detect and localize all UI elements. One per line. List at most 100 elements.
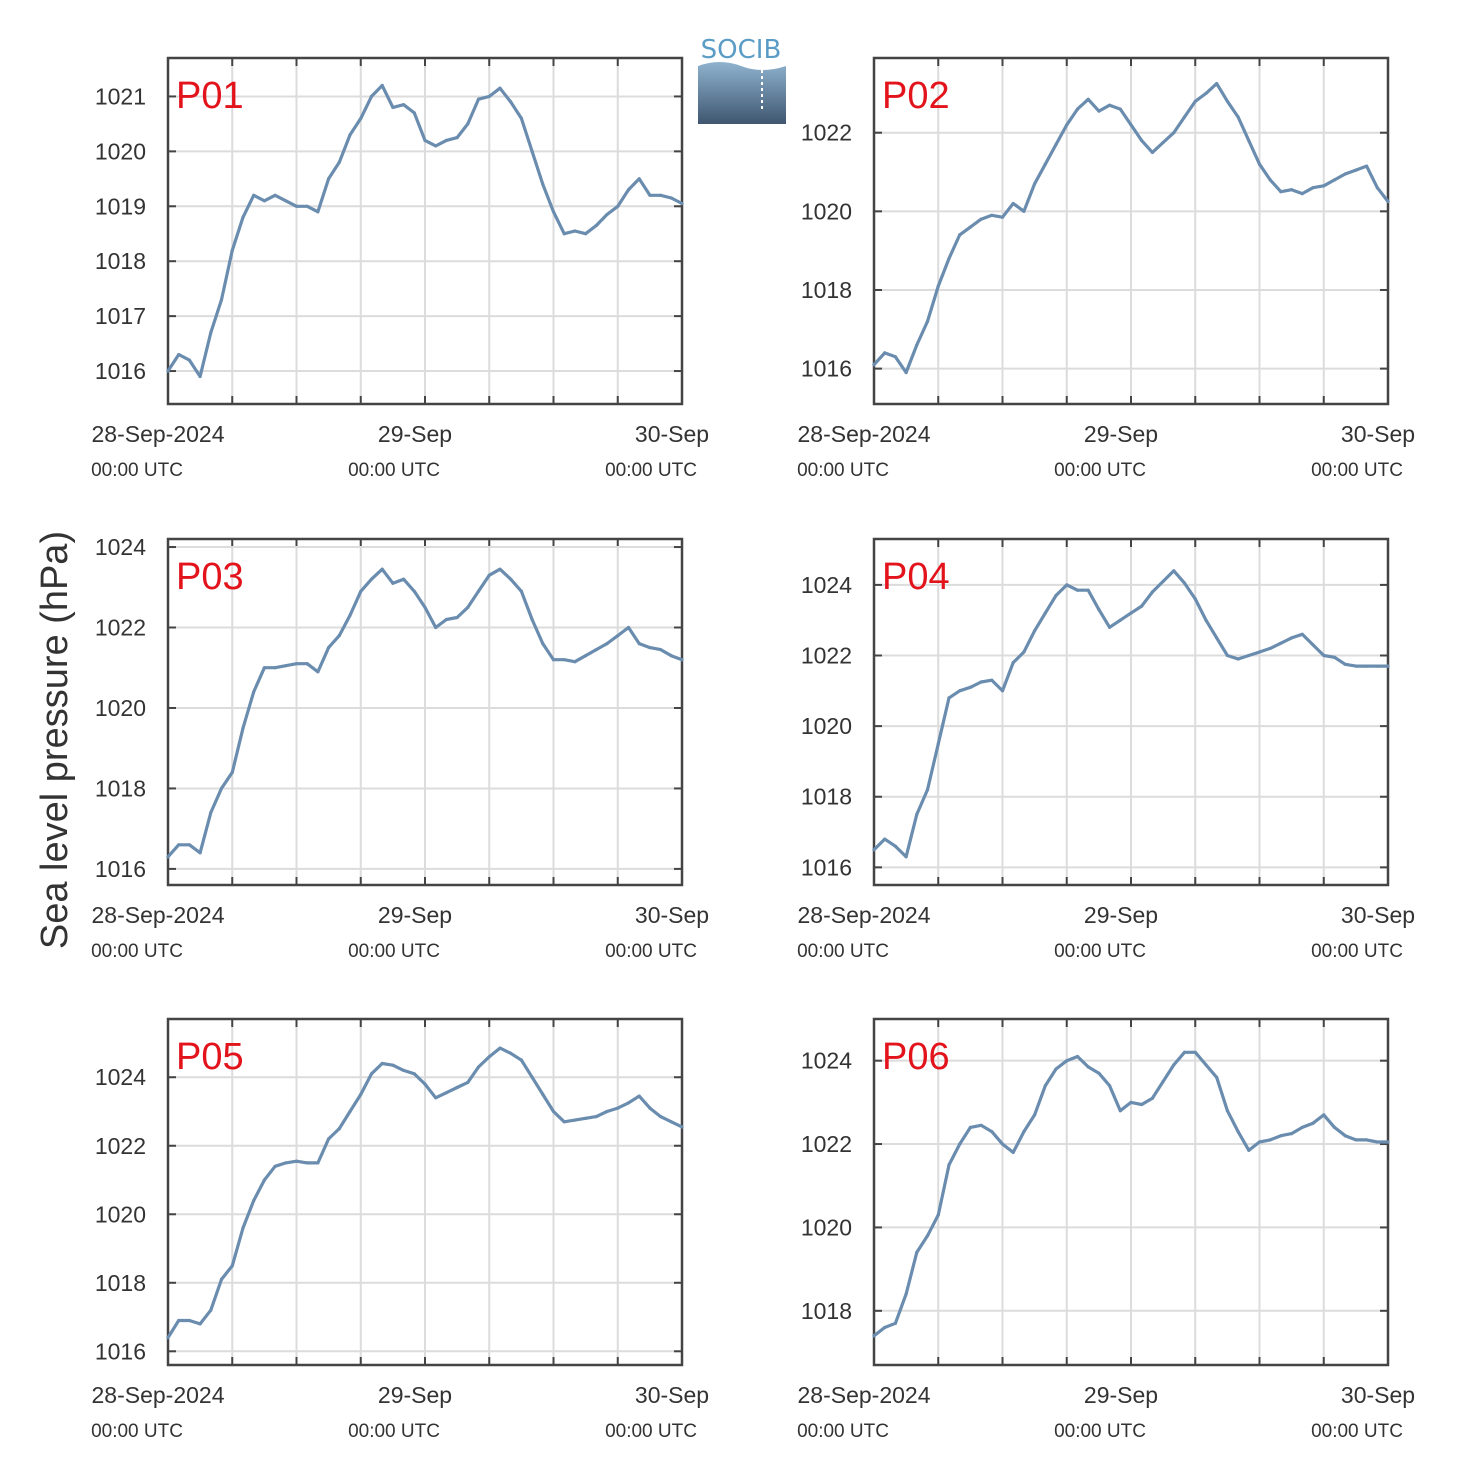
data-point: [584, 1116, 588, 1120]
panel-label: P01: [176, 75, 244, 117]
data-point: [209, 1308, 213, 1312]
data-point: [648, 646, 652, 650]
data-point: [1075, 1054, 1080, 1059]
data-point: [1065, 583, 1069, 587]
x-tick-time-label: 00:00 UTC: [91, 460, 183, 481]
data-point: [680, 658, 684, 662]
y-tick-label: 1020: [801, 1214, 852, 1240]
x-tick-time-label: 00:00 UTC: [1054, 1421, 1146, 1442]
data-point: [294, 662, 299, 666]
x-tick-date-label: 30-Sep: [1341, 902, 1415, 928]
data-point: [1054, 1067, 1058, 1071]
data-point: [1386, 199, 1390, 204]
x-tick-date-label: 29-Sep: [378, 1382, 452, 1408]
data-point: [958, 689, 962, 693]
data-point: [402, 577, 406, 581]
data-point: [1182, 581, 1187, 585]
data-point: [391, 1063, 395, 1067]
data-point: [262, 199, 266, 203]
x-tick-date-label: 28-Sep-2024: [798, 421, 931, 447]
data-point: [423, 138, 427, 142]
data-point: [187, 358, 191, 362]
data-point: [391, 105, 395, 109]
data-point: [1140, 1102, 1144, 1107]
data-point: [1322, 653, 1326, 658]
data-point: [1257, 162, 1262, 166]
data-point: [925, 1234, 930, 1238]
data-point: [455, 1085, 459, 1090]
data-point: [177, 353, 181, 357]
data-point: [252, 690, 256, 694]
chart-panel-p02: 1016 1018 1020 1022 P02 28-Sep-2024 00:00 UTC 2…: [797, 56, 1415, 481]
plot-frame: [166, 537, 684, 887]
data-point: [1193, 1050, 1197, 1054]
y-tick-label: 1020: [801, 198, 852, 224]
data-point: [883, 351, 887, 355]
data-point: [626, 1101, 631, 1105]
data-point: [1129, 1100, 1133, 1104]
data-point: [1150, 590, 1154, 594]
x-tick-date-label: 29-Sep: [1084, 902, 1158, 928]
data-point: [1322, 184, 1326, 188]
data-point: [1150, 150, 1154, 154]
data-point: [369, 577, 374, 581]
data-point: [1043, 611, 1047, 615]
data-point: [1108, 1084, 1112, 1088]
data-point: [209, 331, 213, 335]
data-point: [947, 696, 951, 700]
x-tick-time-label: 00:00 UTC: [91, 1421, 183, 1442]
data-point: [476, 97, 481, 101]
data-point: [1365, 664, 1369, 668]
data-point: [487, 1055, 491, 1059]
x-tick-date-label: 30-Sep: [635, 902, 709, 928]
x-tick-date-label: 30-Sep: [1341, 1382, 1415, 1408]
data-point: [530, 617, 534, 622]
data-point: [968, 1125, 973, 1129]
data-point: [380, 567, 384, 571]
data-point: [562, 232, 566, 236]
data-point: [1300, 632, 1304, 636]
data-point: [1161, 1079, 1165, 1084]
x-tick-time-label: 00:00 UTC: [797, 460, 889, 481]
data-point: [1279, 641, 1283, 645]
data-point: [262, 1178, 266, 1182]
data-point: [680, 201, 684, 206]
data-point: [1354, 168, 1358, 172]
data-point: [1236, 115, 1240, 119]
data-point: [1000, 689, 1005, 693]
data-point: [466, 1080, 470, 1084]
y-tick-label: 1016: [801, 854, 852, 880]
data-point: [1000, 215, 1005, 219]
data-point: [1290, 188, 1294, 192]
data-point: [444, 138, 448, 142]
data-point: [1215, 82, 1219, 86]
data-point: [990, 1130, 994, 1134]
x-tick-time-label: 00:00 UTC: [1311, 941, 1403, 962]
data-point: [979, 680, 983, 684]
data-point: [327, 646, 331, 650]
data-point: [541, 182, 545, 186]
data-point: [316, 670, 320, 674]
data-point: [541, 1092, 545, 1096]
data-point: [947, 256, 951, 261]
data-point: [219, 298, 224, 302]
data-point: [455, 615, 459, 620]
data-point: [915, 343, 919, 347]
y-tick-label: 1024: [95, 534, 146, 560]
data-point: [872, 1334, 876, 1338]
data-point: [1268, 646, 1272, 651]
data-point: [337, 1127, 341, 1131]
data-point: [230, 248, 234, 252]
data-point: [680, 1125, 684, 1129]
data-point: [573, 1118, 577, 1122]
data-point: [883, 1325, 887, 1330]
data-point: [1343, 662, 1347, 666]
data-point: [434, 1096, 438, 1100]
data-point: [872, 363, 876, 367]
data-point: [444, 1091, 448, 1095]
data-point: [1065, 123, 1069, 127]
data-point: [1375, 1140, 1379, 1144]
data-point: [584, 654, 588, 658]
data-point: [509, 1051, 513, 1055]
data-point: [551, 1109, 556, 1114]
